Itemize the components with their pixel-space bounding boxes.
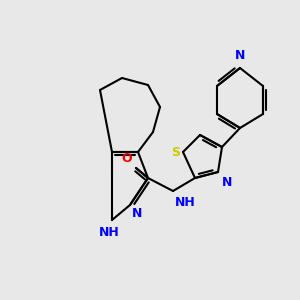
Text: NH: NH: [175, 196, 196, 209]
Text: N: N: [235, 49, 245, 62]
Text: N: N: [132, 207, 142, 220]
Text: NH: NH: [99, 226, 119, 239]
Text: O: O: [122, 152, 132, 165]
Text: S: S: [172, 146, 181, 158]
Text: N: N: [222, 176, 232, 189]
